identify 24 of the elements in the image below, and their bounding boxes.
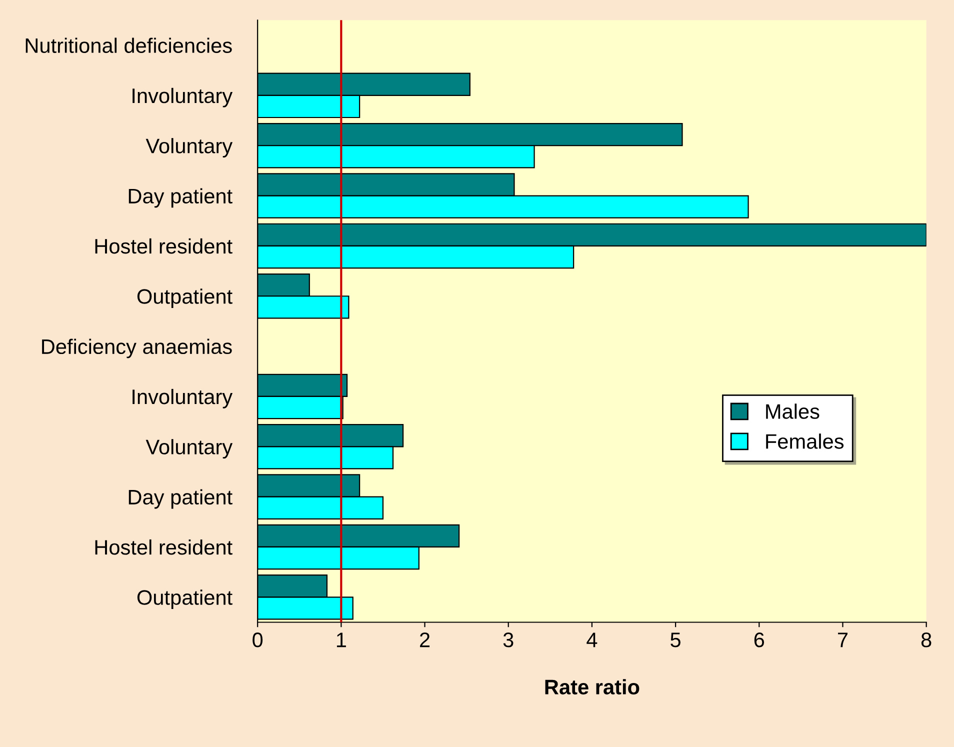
- y-tick-label: Voluntary: [146, 138, 233, 158]
- x-tick-label: 7: [838, 632, 848, 648]
- y-tick-label: Day patient: [128, 489, 232, 509]
- legend-label: Females: [766, 434, 844, 449]
- x-axis-title: Rate ratio: [545, 679, 640, 694]
- x-tick-label: 6: [754, 632, 764, 648]
- y-tick-label: Outpatient: [137, 590, 232, 610]
- y-tick-label: Day patient: [128, 188, 232, 208]
- y-tick-label: Nutritional deficiencies: [26, 38, 232, 54]
- y-tick-label: Involuntary: [132, 388, 233, 408]
- y-tick-label: Involuntary: [132, 88, 233, 108]
- legend-label: Males: [766, 404, 820, 419]
- x-tick-label: 8: [921, 632, 932, 648]
- x-tick-label: 2: [420, 632, 430, 648]
- y-tick-label: Hostel resident: [95, 238, 232, 254]
- x-tick-label: 3: [503, 632, 514, 648]
- y-tick-label: Outpatient: [137, 288, 232, 308]
- y-tick-label: Deficiency anaemias: [42, 338, 232, 358]
- x-tick-label: 0: [252, 632, 263, 648]
- x-tick-label: 4: [586, 632, 598, 648]
- y-tick-label: Voluntary: [146, 439, 233, 459]
- x-tick-label: 1: [336, 632, 346, 648]
- y-tick-label: Hostel resident: [95, 539, 232, 555]
- x-tick-label: 5: [670, 632, 680, 648]
